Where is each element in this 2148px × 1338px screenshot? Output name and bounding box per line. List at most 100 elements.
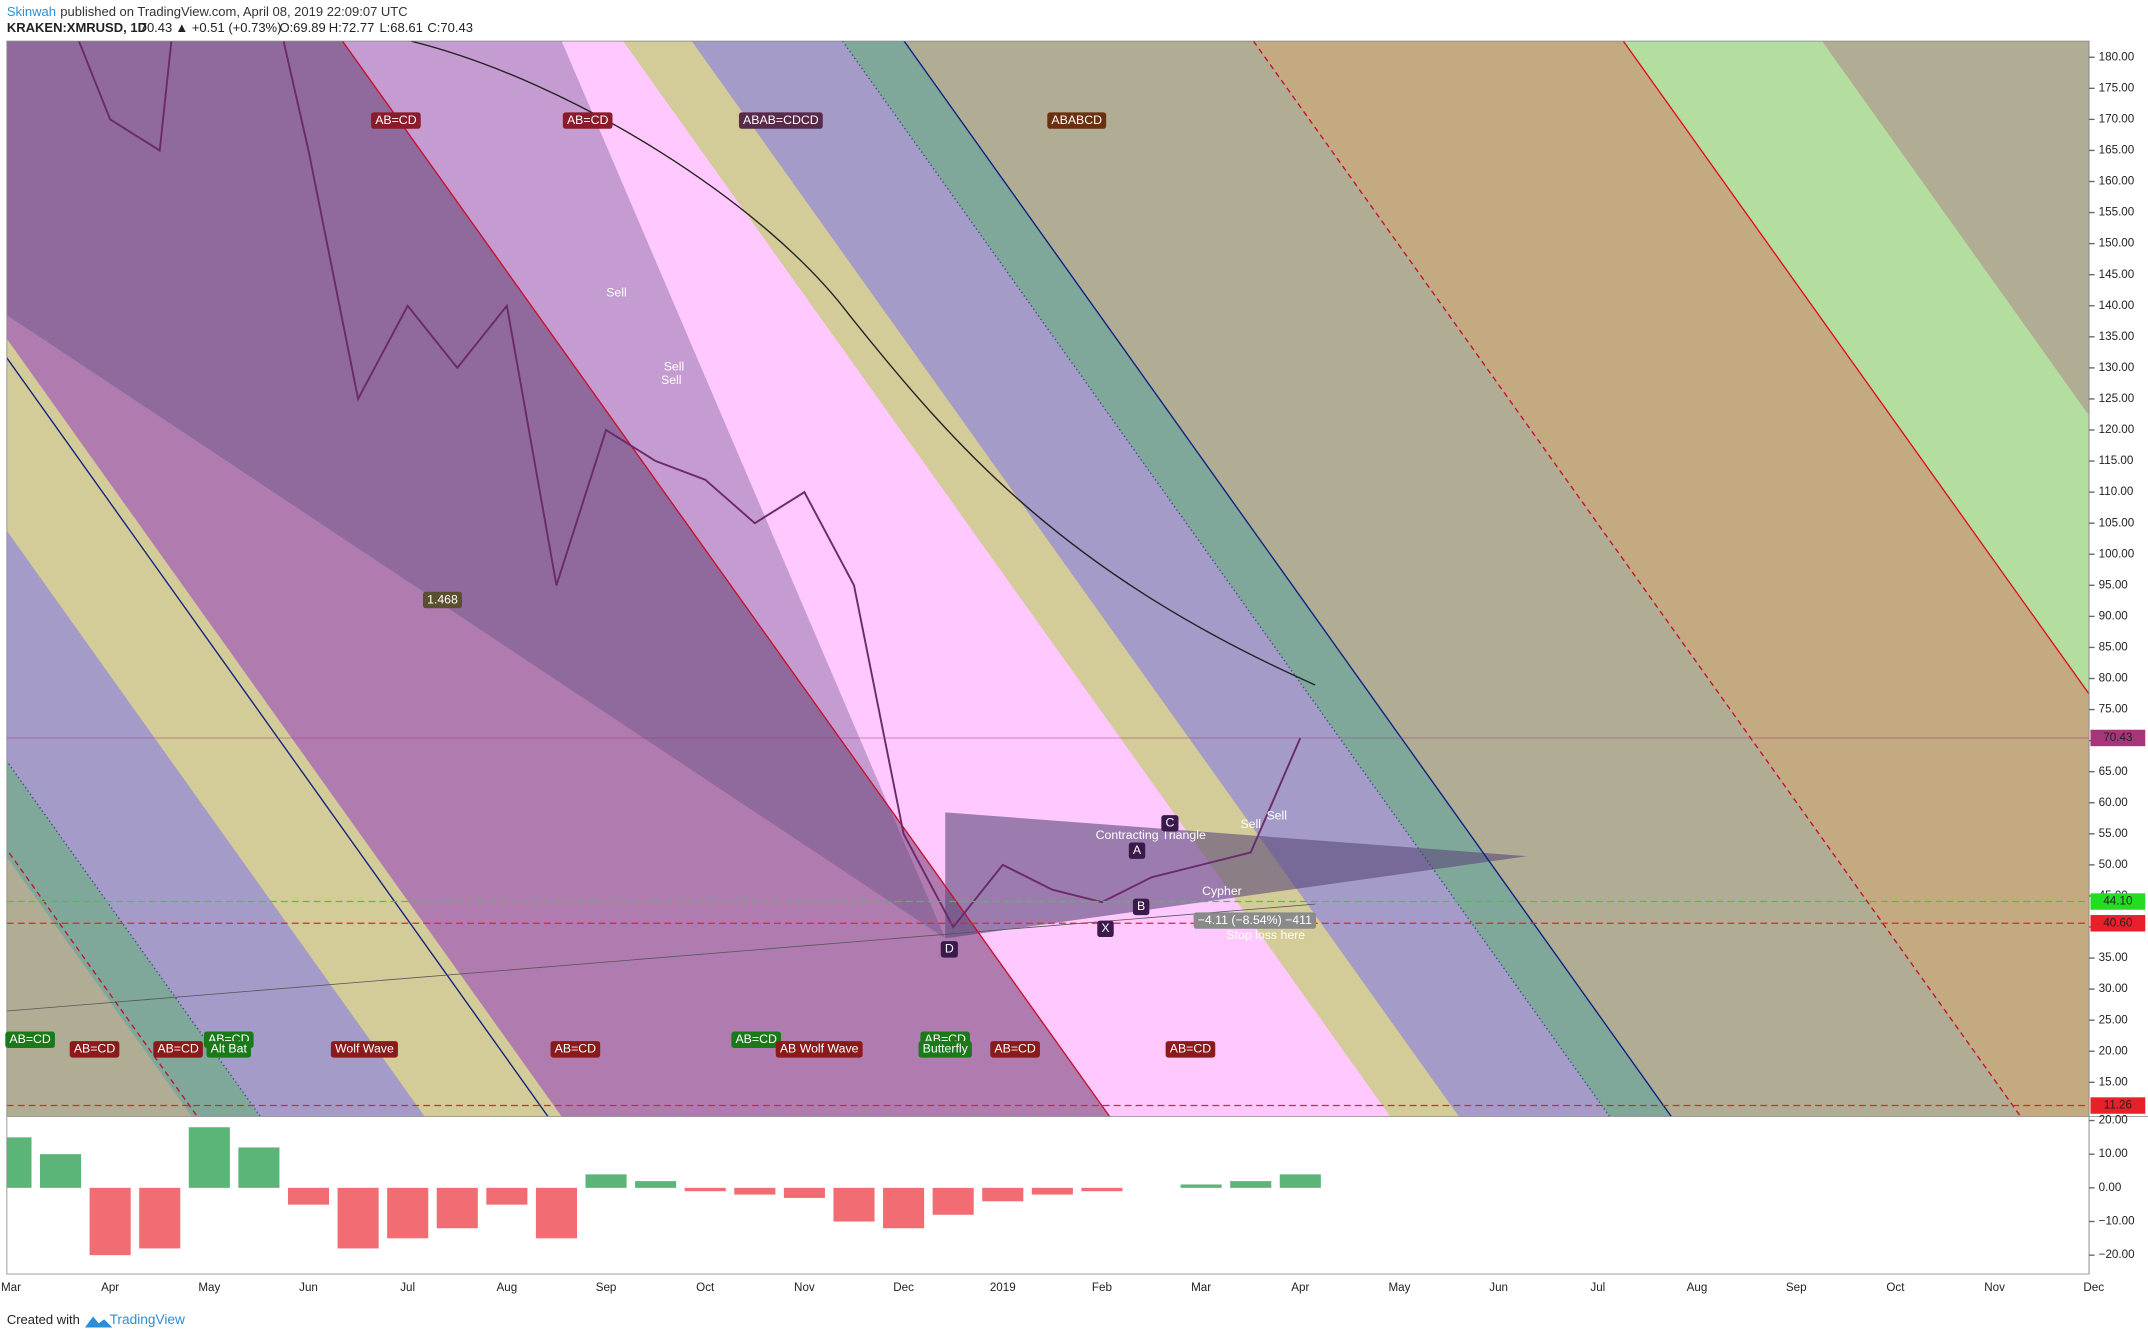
y-tick-label: −10.00 (2099, 1215, 2135, 1228)
y-tick-label: 130.00 (2099, 361, 2135, 374)
y-tick-label: 35.00 (2099, 951, 2129, 964)
annotation: AB=CD (1170, 1042, 1212, 1056)
x-tick-label: Jun (1489, 1281, 1508, 1294)
histogram-bar (535, 1187, 578, 1239)
annotation-box (69, 1041, 120, 1058)
y-tick-label: 105.00 (2099, 516, 2135, 529)
price-pane (6, 41, 2090, 1107)
x-tick-label: Oct (1886, 1281, 1905, 1294)
histogram-bar (734, 1187, 776, 1195)
created: Created with (7, 1312, 80, 1327)
annotation-box (1161, 815, 1179, 832)
price-label-box (2090, 729, 2146, 747)
annotation: AB=CD (74, 1042, 116, 1056)
channel-band (904, 41, 2021, 1117)
histogram-bar (139, 1187, 181, 1249)
annotation: AB=CD (157, 1042, 199, 1056)
price-label: 70.43 (2103, 731, 2132, 744)
x-tick-label: Mar (1191, 1281, 1211, 1294)
annotation: A (1133, 843, 1142, 857)
moving-average (410, 41, 1316, 686)
annotation: D (945, 942, 954, 956)
channel-band (842, 41, 1672, 1117)
histogram-bar (1279, 1174, 1321, 1188)
annotation: Sell (1240, 817, 1261, 831)
low: L:68.61 (379, 20, 422, 35)
annotation-box (422, 591, 462, 609)
annotation-box (990, 1041, 1040, 1058)
histogram-bar (436, 1187, 478, 1229)
annotation: Contracting Triangle (1096, 828, 1206, 842)
price-line (77, 41, 1302, 929)
histogram-bar (833, 1187, 875, 1222)
x-tick-label: Jul (1590, 1281, 1605, 1294)
annotation-box (1128, 842, 1146, 859)
annotation-box (738, 112, 823, 129)
x-tick-label: Sep (596, 1281, 617, 1294)
channel-line (903, 41, 1672, 1117)
x-tick-label: Aug (497, 1281, 518, 1294)
axes: 15.0020.0025.0030.0035.0040.0045.0050.00… (1, 40, 2148, 1294)
x-tick-label: May (1389, 1281, 1411, 1294)
change: ▲ +0.51 (+0.73%) (175, 20, 281, 35)
histogram-bar (1081, 1187, 1123, 1192)
annotation: Wolf Wave (335, 1042, 394, 1056)
y-tick-label: 75.00 (2099, 703, 2129, 716)
y-tick-label: 170.00 (2099, 112, 2135, 125)
annotation: AB=CD (567, 113, 609, 127)
histogram-bar (337, 1187, 379, 1249)
y-tick-label: 65.00 (2099, 765, 2129, 778)
histogram-bar (486, 1187, 528, 1205)
annotation: AB=CD (9, 1032, 51, 1046)
annotation-box (775, 1041, 863, 1058)
histogram-bar (89, 1187, 131, 1256)
annotation: 1.468 (427, 592, 458, 606)
symbol: KRAKEN:XMRUSD, 1D (7, 20, 147, 35)
annotation-box (731, 1031, 781, 1048)
annotation-box (153, 1041, 203, 1058)
x-tick-label: Sep (1786, 1281, 1807, 1294)
last: 70.43 (140, 20, 173, 35)
histogram-bar (932, 1187, 974, 1215)
histogram-bar (188, 1127, 230, 1188)
histogram-bar (287, 1187, 330, 1205)
header: Skinwah published on TradingView.com, Ap… (7, 4, 473, 35)
annotation: Sell (664, 359, 685, 373)
y-tick-label: 30.00 (2099, 982, 2129, 995)
y-tick-label: 10.00 (2099, 1147, 2129, 1160)
annotation-box (1165, 1041, 1216, 1058)
x-tick-label: Mar (1, 1281, 21, 1294)
y-tick-label: 20.00 (2099, 1114, 2129, 1127)
annotation: ABABCD (1051, 113, 1102, 127)
annotation: B (1137, 899, 1145, 913)
annotation: AB=CD (735, 1032, 777, 1046)
y-tick-label: 15.00 (2099, 1075, 2129, 1088)
channel-line (6, 356, 549, 1117)
histogram-bar (1180, 1184, 1222, 1188)
y-tick-label: 120.00 (2099, 423, 2135, 436)
histogram-bar (783, 1187, 825, 1198)
annotation-box (5, 1031, 55, 1048)
annotation: Butterfly (923, 1042, 969, 1056)
price-label-box (2090, 893, 2146, 910)
y-tick-label: 20.00 (2099, 1044, 2129, 1057)
x-tick-label: Feb (1092, 1281, 1112, 1294)
annotation: AB=CD (555, 1042, 597, 1056)
annotation-box (562, 112, 613, 129)
histogram-bar (6, 1137, 32, 1188)
x-tick-label: 2019 (990, 1281, 1016, 1294)
x-tick-label: Dec (2083, 1281, 2104, 1294)
y-tick-label: 115.00 (2099, 454, 2134, 467)
histogram-bar (1230, 1181, 1272, 1188)
y-tick-label: 140.00 (2099, 299, 2135, 312)
annotation-box (1097, 920, 1114, 938)
y-tick-label: 145.00 (2099, 268, 2135, 281)
x-tick-label: Dec (893, 1281, 914, 1294)
annotation: Sell (606, 285, 627, 299)
annotation: Cypher (1202, 884, 1242, 898)
y-tick-label: 165.00 (2099, 144, 2135, 157)
annotation: Sell (1266, 809, 1287, 823)
y-tick-label: 50.00 (2099, 858, 2129, 871)
footer: Created with TradingView (7, 1312, 185, 1328)
